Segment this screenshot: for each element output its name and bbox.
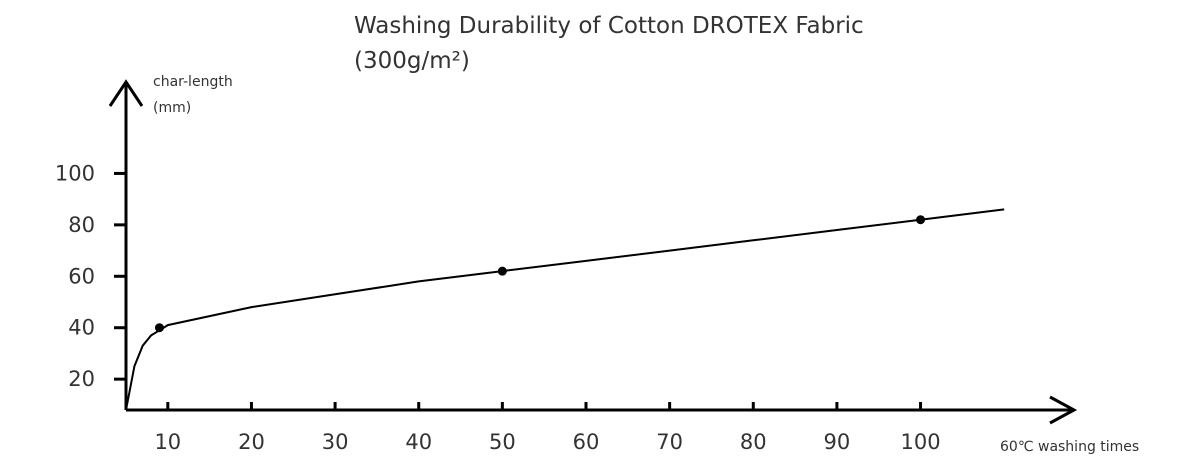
data-point-marker [154,323,164,333]
x-tick-label: 50 [489,430,516,454]
y-axis-arrowhead [108,79,144,107]
chart-title-line2: (300g/m²) [354,48,470,74]
series-markers [154,215,926,333]
chart-title-line1: Washing Durability of Cotton DROTEX Fabr… [354,13,864,39]
y-tick-label: 40 [68,316,95,340]
x-tick-label: 10 [154,430,181,454]
y-ticks: 20 40 60 80 100 [55,161,126,391]
data-point-marker [497,266,507,276]
y-tick-label: 60 [68,264,95,288]
x-tick-label: 40 [405,430,432,454]
x-tick-label: 70 [656,430,683,454]
x-tick-label: 100 [900,430,940,454]
y-tick-label: 20 [68,367,95,391]
y-tick-label: 80 [68,213,95,237]
x-axis-arrowhead [1049,395,1078,425]
x-tick-label: 30 [322,430,349,454]
x-tick-label: 60 [573,430,600,454]
x-tick-label: 80 [740,430,767,454]
y-axis-label-line1: char-length [153,74,233,90]
x-tick-label: 90 [824,430,851,454]
y-axis-label-line2: (mm) [153,100,191,116]
data-point-marker [916,215,926,225]
x-tick-label: 20 [238,430,265,454]
x-axis-label: 60℃ washing times [1000,439,1139,455]
series-line [125,208,1005,411]
y-tick-label: 100 [55,161,95,185]
x-ticks: 10 20 30 40 50 60 70 80 90 100 [154,402,941,454]
